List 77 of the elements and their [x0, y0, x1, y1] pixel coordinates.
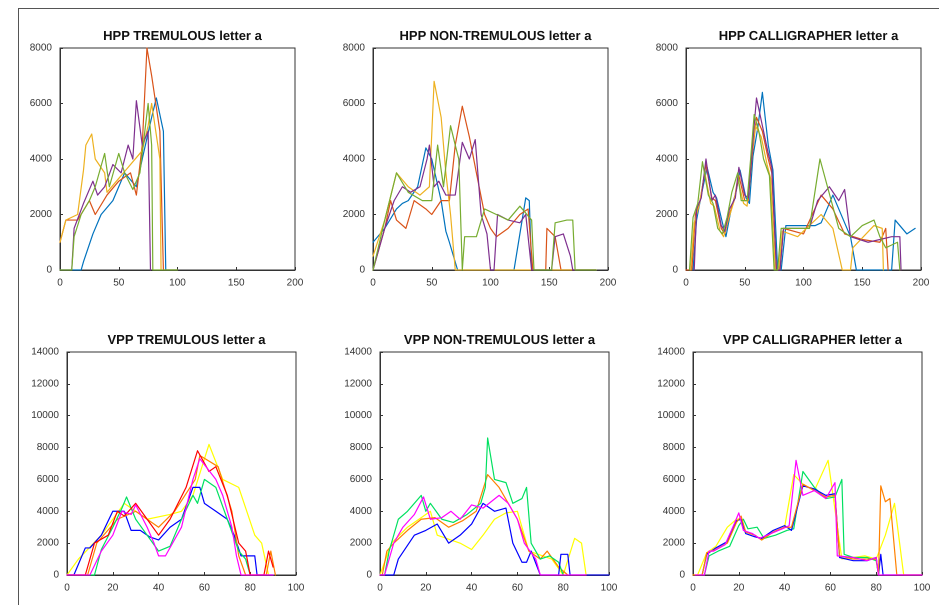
y-tick-label: 0	[366, 570, 372, 580]
y-tick-label: 0	[359, 264, 366, 276]
x-tick-label: 20	[733, 582, 745, 594]
x-tick-label: 50	[426, 278, 438, 288]
y-tick-label: 4000	[656, 154, 678, 164]
x-tick-label: 50	[113, 278, 125, 288]
x-tick-label: 20	[107, 582, 119, 594]
chart-title: VPP NON-TREMULOUS letter a	[404, 332, 596, 347]
chart-title: HPP TREMULOUS letter a	[103, 28, 263, 43]
y-tick-label: 4000	[36, 506, 60, 517]
y-tick-label: 14000	[344, 346, 372, 358]
x-tick-label: 150	[228, 278, 246, 288]
x-tick-label: 50	[739, 278, 751, 288]
x-tick-label: 100	[482, 278, 500, 288]
x-tick-label: 100	[169, 278, 186, 288]
y-tick-label: 6000	[350, 474, 372, 485]
y-tick-label: 0	[672, 264, 678, 276]
x-tick-label: 80	[870, 582, 882, 594]
x-tick-label: 60	[824, 582, 836, 594]
x-tick-label: 40	[153, 582, 165, 594]
y-tick-label: 8000	[350, 442, 372, 454]
x-tick-label: 100	[914, 582, 931, 594]
y-tick-label: 10000	[657, 410, 686, 422]
y-tick-label: 2000	[350, 538, 372, 549]
chart-title: HPP CALLIGRAPHER letter a	[718, 28, 900, 43]
x-tick-label: 0	[690, 582, 696, 594]
y-tick-label: 2000	[656, 209, 678, 220]
y-tick-label: 12000	[31, 378, 60, 390]
x-tick-label: 20	[420, 582, 432, 594]
y-tick-label: 0	[679, 570, 686, 580]
y-tick-label: 12000	[344, 378, 372, 390]
x-tick-label: 100	[600, 582, 618, 594]
x-tick-label: 0	[377, 582, 384, 594]
line-series	[379, 494, 587, 576]
y-tick-label: 8000	[656, 42, 678, 54]
y-tick-label: 4000	[342, 154, 366, 164]
y-tick-label: 2000	[30, 209, 52, 220]
x-tick-label: 40	[779, 582, 791, 594]
y-tick-label: 8000	[30, 42, 52, 54]
y-tick-label: 14000	[657, 346, 686, 358]
line-series	[379, 474, 568, 576]
y-tick-label: 4000	[30, 154, 52, 164]
x-tick-label: 60	[198, 582, 210, 594]
x-tick-label: 200	[600, 278, 617, 288]
y-tick-label: 2000	[662, 538, 686, 549]
y-tick-label: 4000	[662, 506, 686, 517]
y-tick-label: 14000	[31, 346, 60, 358]
y-tick-label: 12000	[657, 378, 686, 390]
x-tick-label: 100	[795, 278, 812, 288]
x-tick-label: 0	[64, 582, 70, 594]
y-tick-label: 8000	[36, 442, 60, 454]
y-tick-label: 8000	[662, 442, 686, 454]
chart-title: VPP CALLIGRAPHER letter a	[723, 332, 903, 347]
y-tick-label: 2000	[36, 538, 60, 549]
y-tick-label: 6000	[342, 98, 366, 109]
y-tick-label: 0	[46, 264, 52, 276]
y-tick-label: 10000	[344, 410, 372, 422]
x-tick-label: 60	[512, 582, 524, 594]
y-tick-label: 6000	[656, 98, 678, 109]
x-tick-label: 200	[286, 278, 304, 288]
x-tick-label: 200	[912, 278, 930, 288]
y-tick-label: 4000	[350, 506, 372, 517]
y-tick-label: 6000	[662, 474, 686, 485]
x-tick-label: 40	[466, 582, 478, 594]
x-tick-label: 80	[558, 582, 570, 594]
x-tick-label: 150	[540, 278, 558, 288]
chart-title: HPP NON-TREMULOUS letter a	[400, 28, 592, 43]
y-tick-label: 0	[53, 570, 60, 580]
chart-title: VPP TREMULOUS letter a	[108, 332, 266, 347]
x-tick-label: 80	[244, 582, 256, 594]
y-tick-label: 10000	[31, 410, 60, 422]
y-tick-label: 2000	[342, 209, 366, 220]
y-tick-label: 6000	[36, 474, 60, 485]
y-tick-label: 8000	[342, 42, 366, 54]
x-tick-label: 100	[288, 582, 305, 594]
y-tick-label: 6000	[30, 98, 52, 109]
x-tick-label: 150	[854, 278, 872, 288]
